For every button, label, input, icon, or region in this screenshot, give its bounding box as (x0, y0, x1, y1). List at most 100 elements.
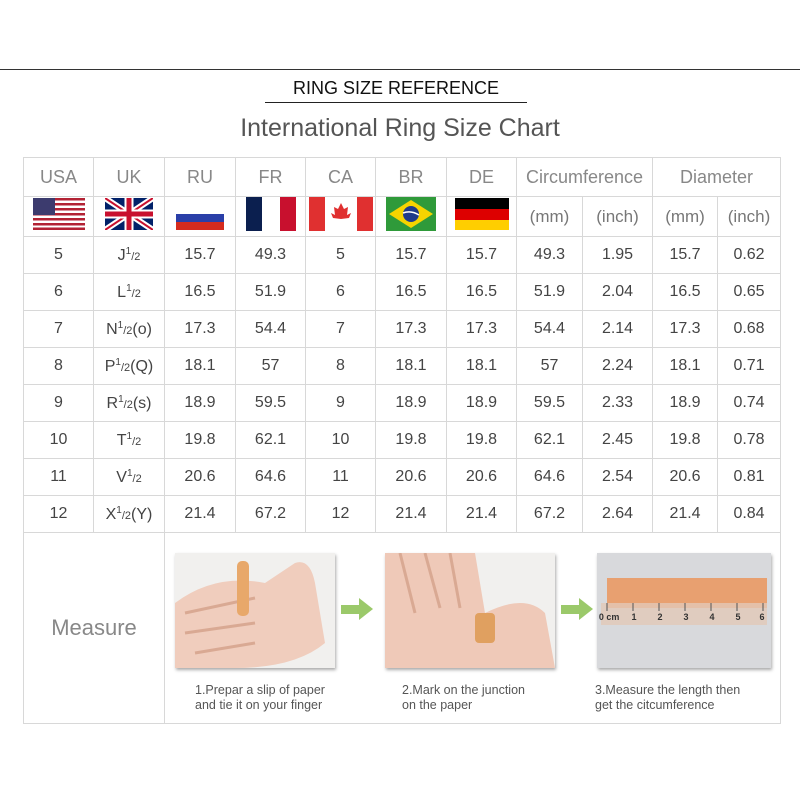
cell-uk: J1/2 (93, 236, 165, 274)
half-denominator: /2 (123, 324, 133, 337)
col-ru: RU (164, 157, 236, 197)
cell-fr: 64.6 (235, 458, 306, 496)
col-circumference: Circumference (515, 157, 654, 197)
cell-de: 18.1 (446, 347, 517, 385)
cell-dia-mm: 16.5 (652, 273, 719, 311)
us-flag-icon (23, 196, 94, 237)
circ-inch-unit: (inch) (581, 196, 654, 237)
cell-uk: T1/2 (93, 421, 165, 459)
cell-circ-in: 2.14 (581, 310, 654, 348)
ruler-label: 0 cm (598, 612, 620, 622)
half-numerator: 1 (125, 245, 132, 257)
france-flag-icon (235, 196, 306, 237)
cell-de: 21.4 (446, 495, 517, 533)
cell-ca: 5 (305, 236, 376, 274)
cell-dia-in: 0.81 (717, 458, 782, 496)
table-row: 7 N1/2(o) 17.3 54.4 7 17.3 17.3 54.4 2.14 17.3 0.6… (23, 310, 782, 348)
cell-dia-mm: 18.1 (652, 347, 719, 385)
uk-letter: T (116, 431, 127, 449)
measure-steps: 0 cm 1 2 3 4 5 6 1.Prepar a slip of pape… (165, 533, 780, 723)
uk-letter: R (106, 394, 119, 412)
cell-fr: 67.2 (235, 495, 306, 533)
uk-letter: L (117, 283, 127, 301)
uk-suffix: (Y) (131, 505, 153, 523)
uk-letter: J (117, 246, 126, 264)
table-row: 9 R1/2(s) 18.9 59.5 9 18.9 18.9 59.5 2.33 18.9 0.7… (23, 384, 782, 422)
measure-label: Measure (23, 532, 165, 724)
cell-dia-in: 0.62 (717, 236, 782, 274)
cell-ru: 15.7 (164, 236, 236, 274)
uk-letter: V (116, 468, 127, 486)
half-numerator: 1 (126, 282, 132, 294)
table-row: 11 V1/2 20.6 64.6 11 20.6 20.6 64.6 2.54 20.6 0.81 (23, 458, 782, 496)
cell-uk: V1/2 (93, 458, 165, 496)
half-numerator: 1 (126, 467, 133, 479)
measure-row: Measure (23, 532, 782, 724)
cell-uk: R1/2(s) (93, 384, 165, 422)
cell-uk: P1/2(Q) (93, 347, 165, 385)
half-denominator: /2 (120, 361, 131, 374)
cell-ca: 12 (305, 495, 376, 533)
uk-suffix: (Q) (130, 357, 154, 375)
cell-dia-mm: 17.3 (652, 310, 719, 348)
cell-dia-mm: 15.7 (652, 236, 719, 274)
cell-ca: 9 (305, 384, 376, 422)
cell-br: 15.7 (375, 236, 447, 274)
ruler-label: 1 (631, 612, 637, 622)
cell-circ-in: 2.24 (581, 347, 654, 385)
half-denominator: /2 (131, 250, 141, 263)
canada-flag-icon (305, 196, 376, 237)
step-1-caption: 1.Prepar a slip of paper and tie it on yo… (195, 683, 325, 712)
cell-uk: L1/2 (93, 273, 165, 311)
cell-dia-in: 0.84 (717, 495, 782, 533)
cell-circ-in: 2.64 (581, 495, 654, 533)
uk-letter: X (105, 505, 117, 523)
cell-fr: 49.3 (235, 236, 306, 274)
cell-circ-mm: 54.4 (516, 310, 583, 348)
cell-ru: 18.1 (164, 347, 236, 385)
cell-br: 17.3 (375, 310, 447, 348)
uk-suffix: (o) (132, 320, 152, 338)
col-de: DE (446, 157, 517, 197)
circ-mm-unit: (mm) (516, 196, 583, 237)
cell-de: 17.3 (446, 310, 517, 348)
half-denominator: /2 (123, 398, 133, 411)
brazil-flag-icon (375, 196, 447, 237)
cell-circ-in: 2.04 (581, 273, 654, 311)
cell-dia-mm: 21.4 (652, 495, 719, 533)
cell-circ-mm: 59.5 (516, 384, 583, 422)
cell-fr: 54.4 (235, 310, 306, 348)
cell-ca: 7 (305, 310, 376, 348)
uk-letter: N (106, 320, 118, 338)
ruler-label: 5 (735, 612, 741, 622)
cell-circ-mm: 49.3 (516, 236, 583, 274)
ruler-label: 2 (657, 612, 663, 622)
cell-circ-in: 2.33 (581, 384, 654, 422)
cell-circ-mm: 57 (516, 347, 583, 385)
cell-de: 19.8 (446, 421, 517, 459)
col-fr: FR (235, 157, 306, 197)
table-row: 6 L1/2 16.5 51.9 6 16.5 16.5 51.9 2.04 16.5 0.65 (23, 273, 782, 311)
cell-de: 16.5 (446, 273, 517, 311)
half-denominator: /2 (121, 509, 132, 522)
header-row: USA UK RU FR CA BR DE Circumference Diam… (23, 157, 782, 197)
flag-row: (mm) (inch) (mm) (inch) (23, 195, 782, 237)
cell-ru: 20.6 (164, 458, 236, 496)
ruler-label: 3 (683, 612, 689, 622)
cell-circ-mm: 64.6 (516, 458, 583, 496)
top-divider (0, 69, 800, 70)
cell-ru: 17.3 (164, 310, 236, 348)
reference-heading: RING SIZE REFERENCE (265, 78, 527, 103)
cell-usa: 5 (23, 236, 94, 274)
table-row: 5 J1/2 15.7 49.3 5 15.7 15.7 49.3 1.95 15.7 0.62 (23, 236, 782, 274)
cell-dia-in: 0.71 (717, 347, 782, 385)
cell-ca: 10 (305, 421, 376, 459)
cell-de: 20.6 (446, 458, 517, 496)
half-numerator: 1 (116, 504, 122, 516)
step-2-caption: 2.Mark on the junction on the paper (402, 683, 525, 712)
cell-dia-in: 0.65 (717, 273, 782, 311)
cell-dia-mm: 20.6 (652, 458, 719, 496)
cell-br: 18.1 (375, 347, 447, 385)
cell-ru: 18.9 (164, 384, 236, 422)
uk-flag-icon (93, 195, 165, 237)
